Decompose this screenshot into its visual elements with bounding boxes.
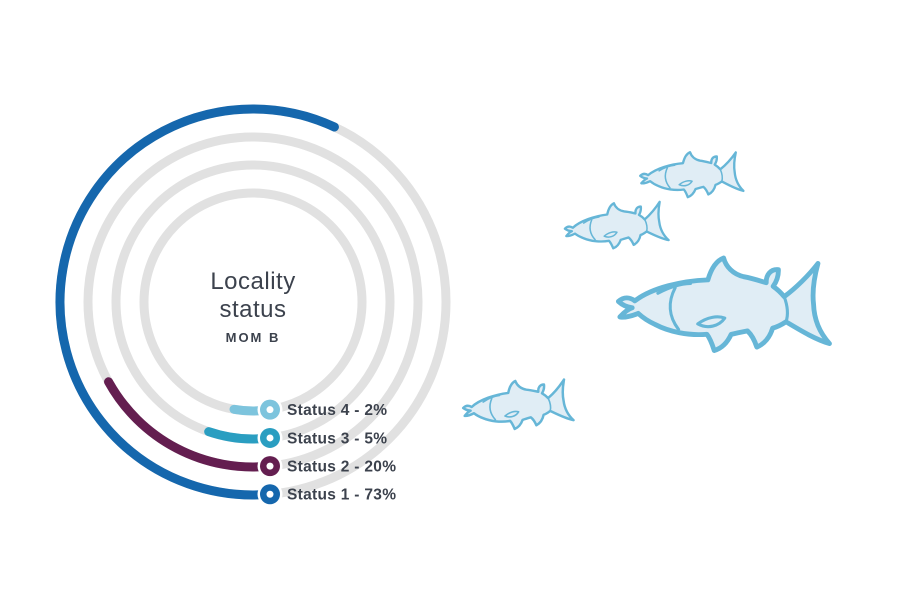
legend-marker-hole (266, 434, 274, 442)
fish-large (617, 254, 830, 353)
chart-title-block: Locality status MOM B (153, 268, 353, 345)
chart-title: Locality status (210, 268, 296, 323)
fish-small-bottom (459, 373, 575, 437)
legend-marker-hole (266, 462, 274, 470)
legend-label: Status 1 - 73% (287, 487, 396, 504)
fish-small-middle (561, 196, 670, 256)
fish-school-illustration (459, 146, 830, 437)
legend-marker-hole (266, 490, 274, 498)
legend-label: Status 4 - 2% (287, 402, 387, 419)
locality-status-gauge-chart: Status 1 - 73% Status 2 - 20% Status 3 - 5… (55, 104, 451, 507)
gauge-value-arc (104, 377, 275, 472)
chart-subtitle: MOM B (225, 330, 281, 345)
legend-marker-hole (266, 406, 274, 414)
fish-small-top (637, 146, 745, 203)
gauge-value-arc (55, 104, 339, 500)
legend-label: Status 3 - 5% (287, 430, 387, 447)
legend-label: Status 2 - 20% (287, 459, 396, 476)
